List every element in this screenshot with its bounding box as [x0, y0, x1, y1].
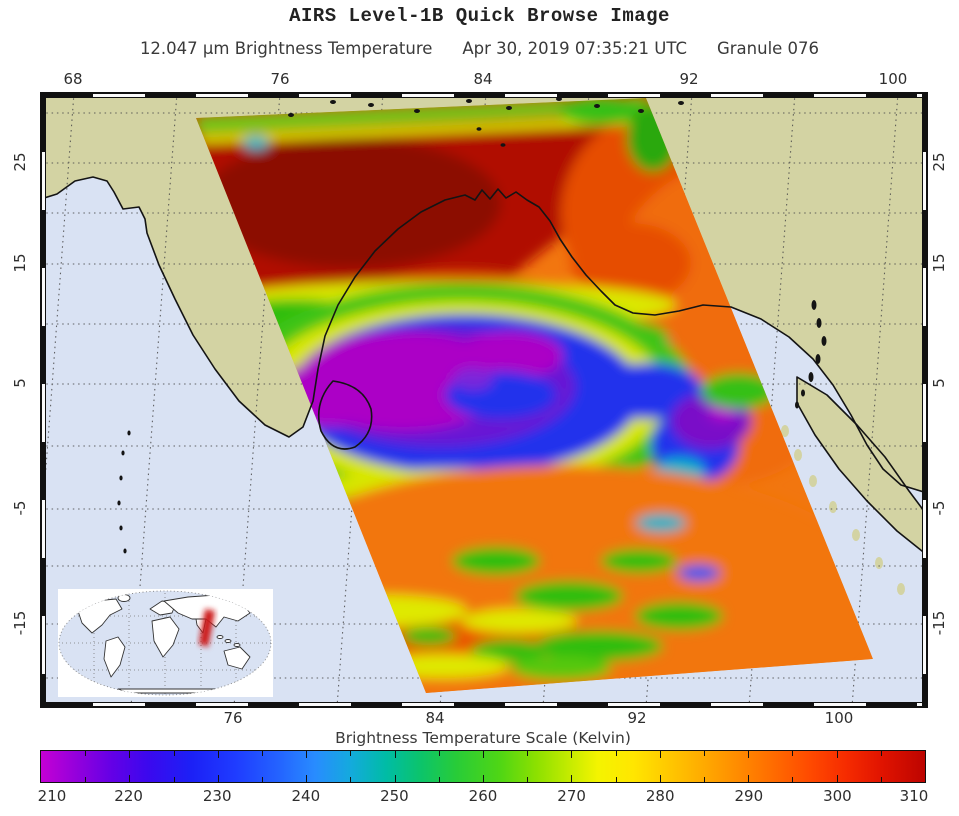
colorbar-tick-label: 310 [899, 787, 929, 805]
map-canvas [41, 93, 927, 707]
colorbar-tick [704, 777, 705, 782]
colorbar-tick-label: 270 [557, 787, 586, 805]
right-axis-label: -15 [930, 610, 948, 636]
colorbar-tick [394, 751, 396, 758]
inset-world-map [58, 589, 273, 697]
colorbar-tick [85, 777, 87, 782]
top-axis-label: 76 [270, 70, 290, 88]
swath-brightness-temperature-image [196, 98, 873, 693]
subtitle-granule: Granule 076 [716, 39, 820, 58]
colorbar-tick [129, 751, 131, 758]
colorbar-tick [483, 775, 484, 782]
top-axis-label: 68 [63, 70, 83, 88]
colorbar-title: Brightness Temperature Scale (Kelvin) [335, 729, 631, 747]
bottom-axis-label: 92 [627, 709, 647, 727]
colorbar-tick-label: 300 [823, 787, 852, 805]
coastlines [41, 176, 927, 556]
colorbar-tick [527, 751, 529, 756]
right-axis-label: 25 [930, 152, 948, 172]
colorbar-tick [262, 777, 263, 782]
top-axis-label: 100 [878, 70, 908, 88]
left-axis-label: 25 [11, 152, 29, 172]
island-chain [781, 425, 905, 595]
right-axis-label: 15 [930, 253, 948, 273]
colorbar-tick [748, 751, 750, 758]
colorbar-gradient [40, 750, 926, 783]
colorbar-tick-label: 290 [734, 787, 764, 805]
colorbar-tick [262, 751, 263, 756]
colorbar-tick-label: 250 [380, 787, 409, 805]
left-axis-label: -5 [11, 500, 29, 516]
inset-swath-marker [199, 609, 215, 647]
colorbar-tick-label: 260 [468, 787, 498, 805]
colorbar-tick [438, 777, 440, 782]
colorbar-tick [483, 751, 484, 758]
bottom-axis-label: 76 [223, 709, 243, 727]
colorbar-tick [836, 751, 838, 758]
colorbar-tick [173, 751, 175, 756]
colorbar-tick [880, 751, 882, 756]
top-axis-label: 92 [679, 70, 699, 88]
right-axis-label: -5 [930, 500, 948, 516]
colorbar-tick [704, 751, 705, 756]
colorbar-tick [659, 775, 661, 782]
colorbar-tick-label: 220 [114, 787, 143, 805]
colorbar-tick [748, 775, 750, 782]
right-axis-label: 5 [930, 378, 948, 388]
colorbar-tick [217, 775, 219, 782]
left-axis-label: 5 [11, 378, 29, 388]
colorbar-tick-label: 240 [291, 787, 321, 805]
colorbar-tick [527, 777, 529, 782]
colorbar-tick [217, 751, 219, 758]
page-title: AIRS Level-1B Quick Browse Image [289, 5, 670, 27]
colorbar-tick [306, 775, 308, 782]
left-axis-label: 15 [11, 253, 29, 273]
subtitle-measurement: 12.047 μm Brightness Temperature [139, 39, 433, 58]
colorbar-tick [615, 777, 617, 782]
colorbar-tick [173, 777, 175, 782]
small-islands-and-lakes [117, 97, 827, 554]
bottom-axis-label: 100 [824, 709, 854, 727]
top-axis-label: 84 [473, 70, 493, 88]
colorbar-tick [792, 777, 794, 782]
frame-tick-band-bottom [41, 702, 927, 707]
colorbar-tick [792, 751, 794, 756]
colorbar-tick [571, 775, 573, 782]
colorbar-tick [350, 751, 352, 756]
colorbar-tick [394, 775, 396, 782]
colorbar-tick [880, 777, 882, 782]
colorbar-tick [85, 751, 87, 756]
map-plot [40, 92, 928, 708]
colorbar-tick [438, 751, 440, 756]
colorbar-tick [129, 775, 131, 782]
bottom-axis-label: 84 [425, 709, 445, 727]
colorbar-tick-label: 210 [37, 787, 67, 805]
colorbar-tick-label: 230 [202, 787, 232, 805]
frame-tick-band-right [922, 93, 927, 707]
land-sumatra [797, 377, 927, 555]
frame-tick-band-top [41, 93, 927, 98]
colorbar-tick [306, 751, 308, 758]
left-axis-label: -15 [11, 610, 29, 636]
colorbar-tick [659, 751, 661, 758]
colorbar-tick [836, 775, 838, 782]
subtitle-timestamp: Apr 30, 2019 07:35:21 UTC [462, 39, 687, 58]
subtitle-row: 12.047 μm Brightness Temperature Apr 30,… [0, 39, 959, 58]
colorbar-tick-labels: 210 220 230 240 250 260 270 280 290 300 310 [37, 787, 929, 805]
colorbar-tick [350, 777, 352, 782]
colorbar-tick [615, 751, 617, 756]
colorbar-tick-label: 280 [645, 787, 675, 805]
colorbar-tick [571, 751, 573, 758]
coastline-sri-lanka [317, 380, 373, 450]
frame-tick-band-left [41, 93, 46, 707]
